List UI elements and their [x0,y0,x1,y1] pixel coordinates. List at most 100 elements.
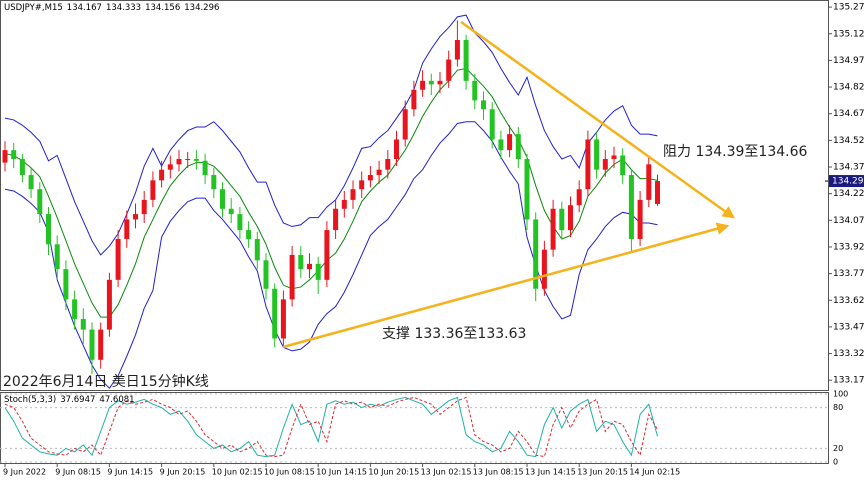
candle-body [655,181,660,204]
candle-body [568,205,573,231]
current-price-label: 134.296 [832,177,865,187]
candle-body [289,254,295,300]
last-low: 134.156 [145,3,180,13]
stoch-tick-label: 80 [833,403,843,412]
last-high: 134.333 [106,3,141,13]
candle-body [150,180,156,200]
bollinger-upper [4,14,658,256]
candle-body [472,80,478,101]
candle-body [376,169,382,176]
candle-body [437,80,443,85]
candle-body [11,150,17,160]
candle-body [228,208,234,215]
candle-body [585,139,591,190]
bollinger-middle [4,67,658,318]
candle-body [489,109,495,140]
stoch-panel [0,392,829,464]
candle-body [646,164,652,200]
candle-body [454,39,460,60]
candle-body [515,134,521,160]
candle-body [628,175,634,239]
candle-body [602,159,608,170]
candle-body [367,175,373,181]
y-tick-label: 134.075 [833,216,865,226]
plot-area: 133.175 133.325 133.475 133.625 133.775 133.9… [0,3,865,477]
y-tick-label: 134.975 [833,56,865,66]
y-tick-label: 134.225 [833,189,865,199]
candle-body [272,288,278,339]
stoch-signal-last: 47.6081 [99,395,134,405]
candle-body [176,159,182,165]
candle-body [98,329,104,360]
candle-body [202,160,208,176]
candle-body [507,134,513,151]
support-note: 支撑 133.36至133.63 [382,326,526,342]
stoch-tick-label: 100 [833,390,848,399]
candle-body [324,230,330,280]
candle-body [72,299,78,319]
bollinger-lower [4,121,658,390]
candle-body [620,155,626,176]
candle-body [185,159,191,161]
candle-body [394,139,399,160]
candle-body [315,263,321,280]
candle-body [385,159,391,170]
candle-body [541,249,547,289]
last-open: 134.167 [67,3,102,13]
x-tick-label: 9 Jun 14:15 [107,468,153,477]
candle-body [106,279,112,330]
candle-body [2,150,8,163]
candle-body [576,189,582,206]
resistance-note: 阻力 134.39至134.66 [663,144,808,160]
candle-body [159,169,165,181]
candle-body [463,39,469,81]
candle-body [254,238,260,261]
last-close: 134.296 [184,3,219,13]
candle-body [28,175,34,190]
y-tick-label: 135.275 [833,3,865,13]
stoch-signal [4,396,658,458]
candle-body [446,59,452,81]
y-tick-label: 133.625 [833,296,865,306]
x-tick-label: 9 Jun 08:15 [55,468,101,477]
x-tick-label: 9 Jun 20:15 [160,468,206,477]
y-tick-label: 133.475 [833,322,865,332]
chart-caption: 2022年6月14日 美日15分钟K线 [3,373,209,390]
y-tick-label: 133.775 [833,269,865,279]
candle-body [341,199,347,209]
candle-body [133,214,138,220]
candle-body [298,254,304,270]
x-tick-label: 14 Jun 02:15 [629,468,680,477]
stoch-title: Stoch(5,3,3) [4,395,56,405]
candle-body [193,159,199,161]
candle-body [211,175,217,190]
candle-body [481,100,486,110]
x-tick-label: 13 Jun 08:15 [473,468,524,477]
x-tick-label: 10 Jun 02:15 [212,468,263,477]
y-tick-label: 135.125 [833,29,865,39]
symbol: USDJPY#,M15 [4,3,63,13]
candle-body [611,155,617,160]
candle-body [237,214,243,231]
candle-body [46,214,51,245]
candle-body [89,329,95,360]
candle-body [428,80,434,85]
candle-body [420,80,426,90]
resistance-line [460,20,736,219]
x-tick-label: 10 Jun 20:15 [368,468,419,477]
candle-body [637,199,643,239]
y-tick-label: 133.925 [833,242,865,252]
candle-body [63,269,69,300]
stoch-tick-label: 0 [833,458,838,467]
current-price-box [829,175,864,188]
candle-body [167,164,173,170]
x-tick-label: 10 Jun 08:15 [264,468,315,477]
candle-body [246,230,252,239]
candle-body [411,89,417,110]
candle-body [124,219,130,239]
y-tick-label: 134.525 [833,136,865,146]
candle-body [350,189,356,200]
stoch-header: Stoch(5,3,3) 37.6947 47.6081 [4,395,135,405]
x-tick-label: 10 Jun 14:15 [316,468,367,477]
